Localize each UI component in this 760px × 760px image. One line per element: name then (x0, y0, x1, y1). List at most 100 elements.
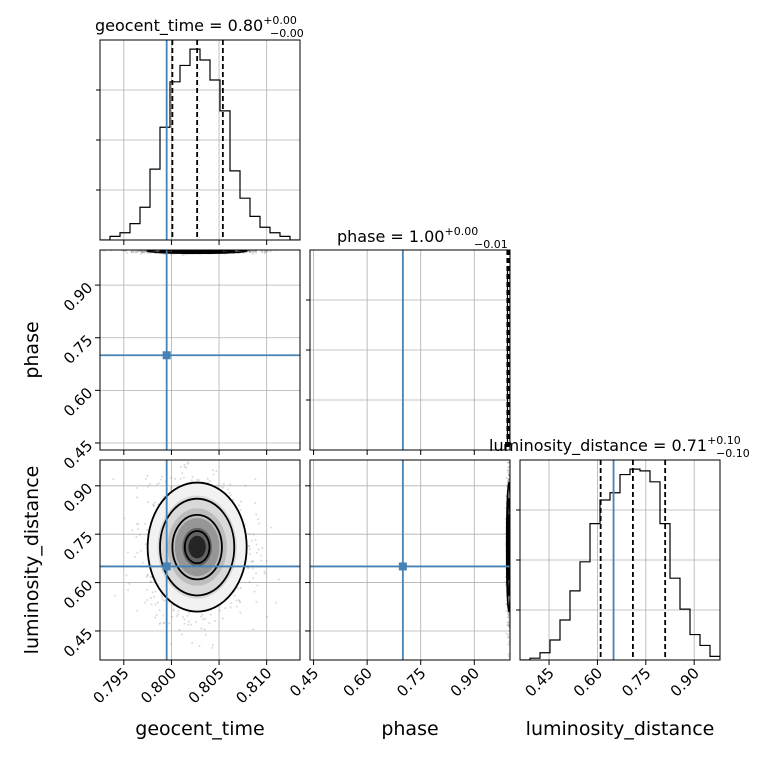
sample-point (144, 250, 147, 253)
sample-point (505, 476, 508, 479)
sample-point (181, 633, 184, 636)
sample-point (256, 584, 259, 587)
sample-point (126, 251, 129, 254)
sample-point (202, 618, 205, 621)
sample-point (219, 609, 222, 612)
sample-point (188, 612, 191, 615)
sample-point (507, 613, 510, 616)
sample-point (150, 603, 153, 606)
sample-point (208, 622, 211, 625)
sample-point (163, 599, 166, 602)
sample-point (195, 620, 198, 623)
sample-point (252, 628, 255, 631)
sample-point (221, 617, 224, 620)
sample-point (146, 588, 149, 591)
sample-point (146, 474, 149, 477)
sample-point (250, 560, 253, 563)
sample-point (140, 251, 143, 254)
sample-point (136, 496, 139, 499)
truth-marker-geocent-time-vs-luminosity-distance (162, 562, 171, 571)
sample-point (198, 645, 201, 648)
hist-panel-geocent-time (96, 39, 301, 245)
sample-point (239, 601, 242, 604)
sample-point (198, 479, 201, 482)
sample-point (227, 488, 230, 491)
histogram-geocent-time (100, 48, 300, 240)
panel-2d-geocent-time-vs-phase (95, 249, 301, 455)
sample-point (233, 594, 236, 597)
sample-point (144, 543, 147, 546)
xtick-label-luminosity-distance: 0.90 (667, 664, 703, 700)
xtick-label-phase: 0.75 (393, 664, 429, 700)
sample-point (507, 616, 510, 619)
sample-point (136, 609, 139, 612)
sample-point (275, 601, 278, 604)
xtick-label-geocent-time: 0.810 (232, 664, 275, 707)
sample-point (238, 600, 241, 603)
sample-point (143, 251, 146, 254)
panel-2d-phase-vs-luminosity-distance-frame (309, 459, 511, 661)
sample-point (170, 643, 173, 646)
sample-point (130, 251, 133, 254)
sample-point (206, 477, 209, 480)
sample-point (185, 466, 188, 469)
sample-point (506, 480, 509, 483)
sample-point (142, 250, 145, 253)
sample-point (170, 253, 173, 256)
xtick-label-phase: 0.90 (447, 664, 483, 700)
sample-point (128, 582, 131, 585)
sample-point (141, 561, 144, 564)
sample-point (507, 479, 510, 482)
sample-point (506, 461, 509, 464)
sample-point (153, 595, 156, 598)
sample-point (174, 477, 177, 480)
sample-point (113, 594, 116, 597)
sample-point (154, 603, 157, 606)
sample-point (247, 250, 250, 253)
sample-point (136, 528, 139, 531)
sample-point (186, 440, 188, 442)
sample-point (220, 485, 223, 488)
sample-point (153, 501, 156, 504)
sample-point (181, 254, 184, 257)
sample-point (507, 466, 510, 469)
contour-1 (159, 497, 236, 597)
sample-point (131, 529, 134, 532)
truth-marker-phase-vs-luminosity-distance (398, 562, 407, 571)
sample-point (261, 547, 264, 550)
sample-point (170, 487, 173, 490)
sample-point (146, 529, 149, 532)
sample-point (253, 590, 256, 593)
sample-point (145, 250, 148, 253)
sample-point (505, 632, 508, 635)
sample-point (507, 474, 510, 477)
sample-point (265, 251, 268, 254)
sample-point (205, 431, 207, 433)
sample-point (507, 625, 510, 628)
sample-point (507, 623, 510, 626)
sample-point (230, 602, 233, 605)
sample-point (170, 486, 173, 489)
sample-point (154, 616, 157, 619)
sample-point (170, 485, 173, 488)
sample-point (190, 623, 193, 626)
sample-point (179, 466, 182, 469)
sample-point (169, 477, 172, 480)
sample-point (144, 250, 147, 253)
sample-point (237, 504, 240, 507)
sample-point (191, 475, 194, 478)
sample-point (216, 484, 219, 487)
sample-point (149, 580, 152, 583)
sample-point (254, 538, 257, 541)
sample-point (505, 603, 508, 606)
sample-point (266, 250, 269, 253)
sample-point (217, 457, 219, 459)
sample-point (507, 471, 510, 474)
sample-point (255, 600, 258, 603)
sample-point (147, 485, 150, 488)
sample-point (508, 455, 510, 457)
sample-point (229, 494, 232, 497)
sample-point (146, 501, 149, 504)
sample-point (196, 478, 199, 481)
tick-labels: 0.795 0.800 0.805 0.810 0.45 0.60 0.75 0.90 0.45… (60, 279, 703, 707)
